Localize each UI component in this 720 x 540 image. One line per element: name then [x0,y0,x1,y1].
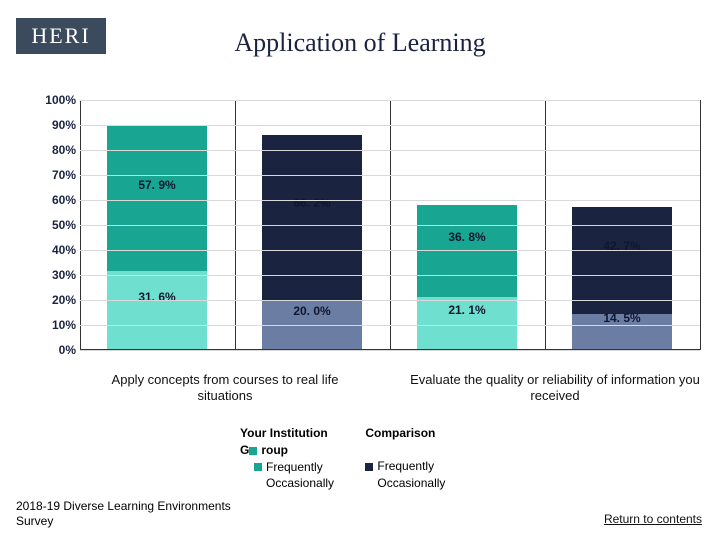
y-tick-label: 100% [30,93,76,107]
legend-swatch-icon [254,463,262,471]
cat1-your-occasionally-label: 21. 1% [407,303,527,317]
cat0-comp-occasionally-label: 20. 0% [252,304,372,318]
footer-source: 2018-19 Diverse Learning Environments Su… [16,499,231,528]
x-axis [80,349,700,350]
legend-header-your: Your Institution [240,425,334,442]
gridline [80,225,700,226]
y-tick-label: 60% [30,193,76,207]
gridline [80,275,700,276]
return-to-contents-link[interactable]: Return to contents [604,512,702,526]
gridline [80,125,700,126]
legend-header-comp: Comparison [365,425,445,442]
y-tick-label: 0% [30,343,76,357]
legend-swatch-freq-your [249,447,257,455]
legend-item-occasionally-comp: Occasionally [365,475,445,492]
chart-area: 57. 9% 31. 6% 66. 2% 20. 0% 36. 8% 21. 1% 42. … [30,100,700,370]
legend-comparison: Comparison Frequently Occasionally [365,425,445,491]
y-tick-label: 10% [30,318,76,332]
y-tick-label: 80% [30,143,76,157]
gridline [80,300,700,301]
cat1-comp-frequently-label: 42. 7% [562,239,682,253]
y-tick-label: 50% [30,218,76,232]
category-label-1: Apply concepts from courses to real life… [90,372,360,405]
gridline [80,100,700,101]
cat1-your-frequently-segment [417,205,517,297]
gridline [80,325,700,326]
legend-your-institution: Your Institution Group Frequently Occasi… [240,425,334,492]
cat1-comp-frequently-segment [572,207,672,314]
y-tick-label: 70% [30,168,76,182]
cat1-your-frequently-label: 36. 8% [407,230,527,244]
y-tick-label: 90% [30,118,76,132]
gridline [80,175,700,176]
legend-item-frequently-your: Frequently [240,459,334,476]
gridline [80,350,700,351]
page-title: Application of Learning [0,28,720,58]
cat1-comp-occasionally-label: 14. 5% [562,311,682,325]
cat0-your-frequently-label: 57. 9% [97,178,217,192]
cat0-your-occasionally-label: 31. 6% [97,290,217,304]
gridline [80,200,700,201]
y-tick-label: 30% [30,268,76,282]
legend: Your Institution Group Frequently Occasi… [240,425,473,492]
legend-swatch-freq-comp [365,463,373,471]
legend-item-frequently-comp: Frequently [365,458,445,475]
cat0-your-occasionally-segment [107,271,207,350]
category-label-2: Evaluate the quality or reliability of i… [410,372,700,405]
gridline [80,150,700,151]
group-separator [700,100,701,350]
y-tick-label: 40% [30,243,76,257]
gridline [80,250,700,251]
cat0-comp-frequently-label: 66. 2% [252,196,372,210]
y-tick-label: 20% [30,293,76,307]
legend-item-occasionally-your: Occasionally [240,475,334,492]
legend-header-group: Group [240,442,334,459]
